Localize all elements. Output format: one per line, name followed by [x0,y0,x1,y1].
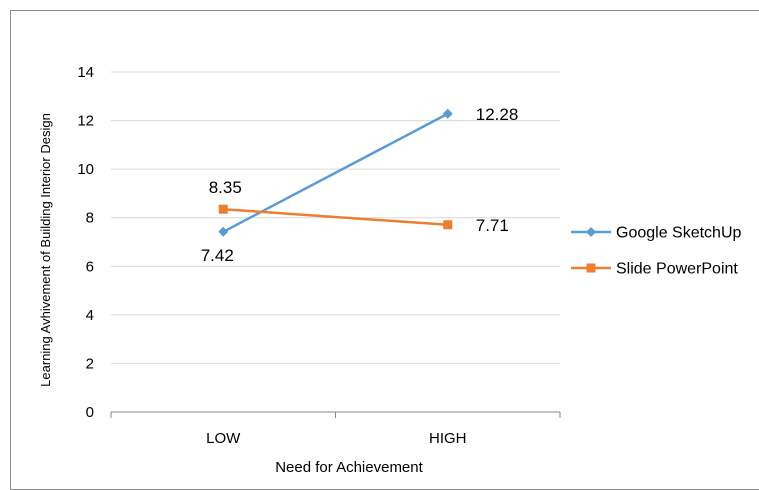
data-label: 8.35 [209,178,242,197]
x-tick-label: LOW [206,430,241,447]
data-label: 12.28 [476,105,519,124]
y-tick-label: 10 [77,161,94,178]
legend-label: Slide PowerPoint [616,261,738,278]
y-tick-label: 2 [86,355,94,372]
data-point [443,220,453,230]
x-axis-title: Need for Achievement [275,459,423,476]
y-tick-label: 0 [86,404,94,421]
data-point [218,226,229,237]
data-point [218,204,228,214]
y-tick-label: 12 [77,113,94,130]
data-point [586,227,596,237]
series-line [223,207,448,227]
data-label: 7.71 [476,216,509,235]
y-tick-label: 8 [86,210,94,227]
x-tick-label: HIGH [429,430,467,447]
legend-label: Google SketchUp [616,225,742,242]
series-group: 7.42 12.28 8.35 7.71 [201,105,519,265]
x-axis: LOW HIGH [110,412,561,447]
legend: Google SketchUp Slide PowerPoint [571,225,742,278]
data-label: 7.42 [201,246,234,265]
data-point [442,108,453,119]
chart-frame [10,10,759,490]
data-point [586,263,596,273]
y-axis-title: Learning Avhivement of Building Interior… [38,113,53,387]
series-line [222,112,449,233]
y-tick-label: 6 [86,258,94,275]
y-tick-label: 14 [77,64,94,81]
y-tick-label: 4 [86,307,94,324]
y-tick-labels: 0 2 4 6 8 10 12 14 [77,64,94,421]
